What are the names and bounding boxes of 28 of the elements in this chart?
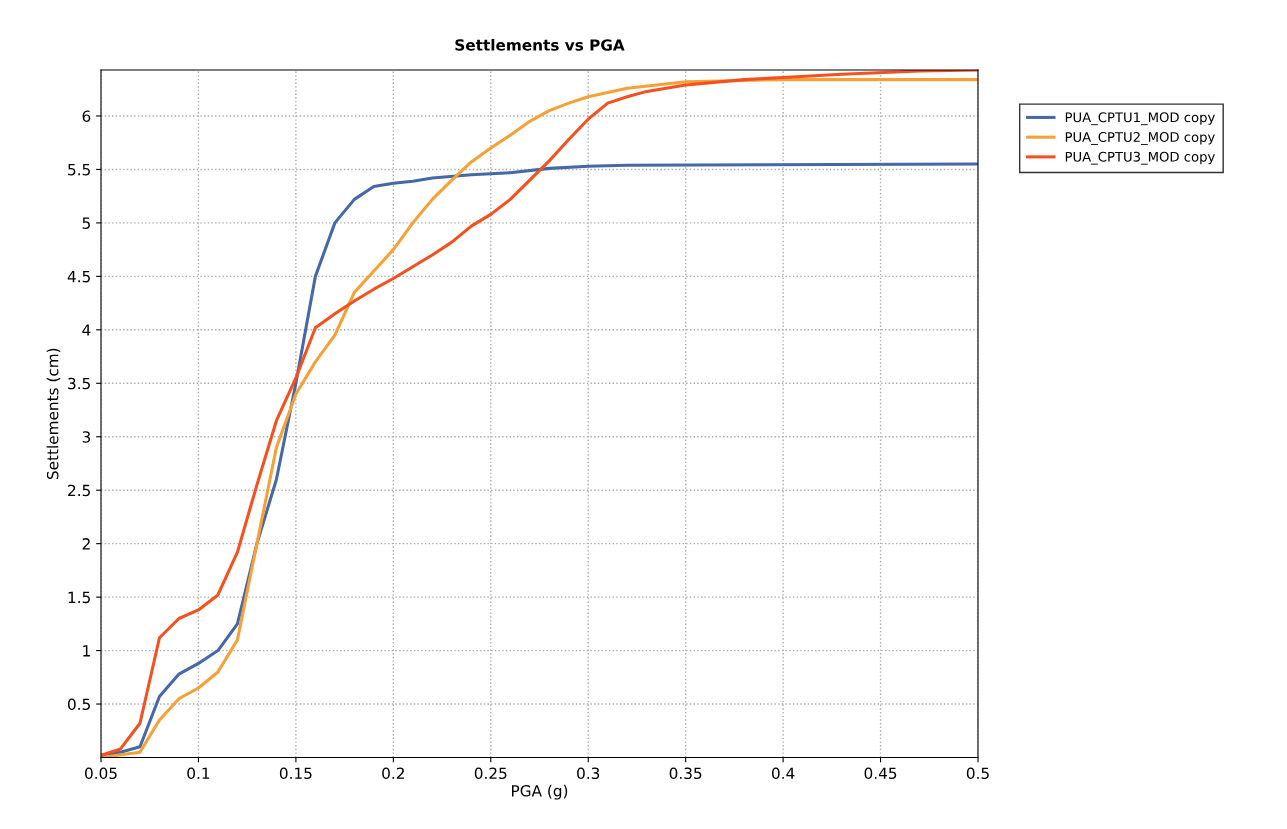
- x-axis-title: PGA (g): [512, 784, 568, 800]
- legend-label: PUA_CPTU2_MOD copy: [1065, 131, 1215, 145]
- y-tick-label: 1: [83, 645, 90, 657]
- y-tick-label: 6: [82, 110, 91, 122]
- y-tick-label: 3: [82, 431, 91, 443]
- y-tick-label: 5.5: [68, 164, 90, 176]
- x-tick-label: 0.2: [382, 767, 404, 780]
- y-tick-label: 4.5: [67, 271, 90, 283]
- x-tick-label: 0.45: [864, 767, 897, 780]
- y-tick-label: 2: [82, 538, 90, 550]
- x-tick-label: 0.3: [577, 767, 600, 780]
- y-tick-label: 0.5: [67, 698, 90, 711]
- x-tick-label: 0.15: [279, 767, 312, 780]
- x-tick-label: 0.4: [771, 767, 795, 780]
- x-tick-label: 0.1: [187, 767, 210, 780]
- x-tick-label: 0.25: [474, 767, 507, 780]
- legend-label: PUA_CPTU1_MOD copy: [1065, 112, 1215, 126]
- x-tick-label: 0.5: [966, 767, 989, 780]
- x-tick-label: 0.05: [85, 767, 117, 780]
- chart-title: Settlements vs PGA: [455, 38, 625, 51]
- y-tick-label: 1.5: [68, 591, 90, 604]
- y-axis-title: Settlements (cm): [46, 348, 61, 480]
- y-tick-label: 2.5: [68, 484, 90, 497]
- x-tick-label: 0.35: [669, 767, 702, 780]
- legend-label: PUA_CPTU3_MOD copy: [1065, 151, 1215, 165]
- y-tick-label: 5: [82, 217, 90, 229]
- y-tick-label: 4: [82, 324, 91, 336]
- y-tick-label: 3.5: [68, 377, 90, 390]
